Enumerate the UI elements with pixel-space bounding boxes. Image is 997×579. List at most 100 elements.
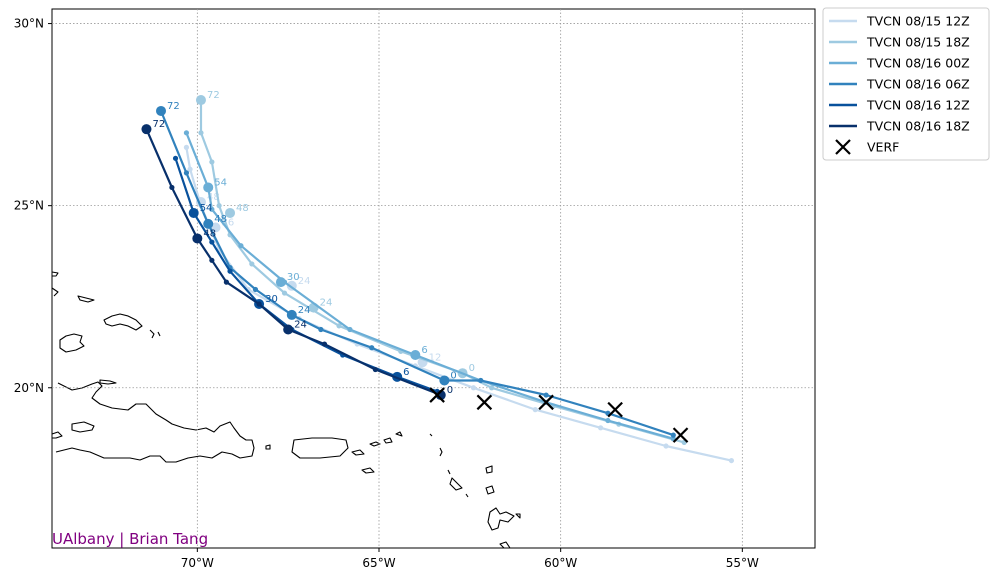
track-3: 0 24 48 72 [156,101,676,438]
track-point-1-12 [198,130,204,136]
track-marker-3-1 [286,309,297,320]
nevis [447,469,451,475]
guadeloupe [487,507,515,531]
tick-label-lon-2: 60°W [544,556,577,570]
cay-1 [149,329,155,339]
map-frame [51,8,816,549]
legend-label-2: TVCN 08/16 00Z [866,56,970,71]
hispaniola-coastline [55,381,255,463]
track-hour-label-0-2: 36 [222,218,235,229]
track-point-5-6 [209,257,215,263]
track-point-2-7 [238,243,244,249]
st-martin [439,447,443,457]
map-axes [51,8,816,549]
track-point-1-11 [209,159,215,165]
track-line-5 [145,128,442,397]
track-5: 0 24 48 72 [141,119,453,401]
track-hour-label-4-2: 54 [200,203,213,214]
track-marker-2-1 [275,277,286,288]
track-marker-5-1 [283,324,294,335]
bahamas-1 [77,295,95,303]
barbuda [485,465,493,474]
track-point-4-8 [172,155,179,161]
legend-label-0: TVCN 08/15 12Z [866,14,970,29]
track-marker-3-2 [203,218,214,229]
montserrat [465,493,469,498]
track-hour-label-4-1: 30 [265,294,278,305]
legend-entry-4: TVCN 08/16 12Z [829,98,970,113]
track-point-3-0 [670,432,676,438]
track-hour-label-1-1: 24 [320,298,333,309]
track-hour-label-3-1: 24 [298,305,311,316]
track-point-5-8 [169,184,175,191]
track-point-2-10 [183,130,190,136]
legend-swatch-b-6 [835,139,851,155]
track-point-4-5 [227,268,233,274]
gridlines [52,9,815,548]
verf-marker-0 [429,387,445,403]
tick-label-lat-0: 20°N [14,381,44,395]
gonave-island [71,421,95,433]
verification-markers [429,387,689,443]
bahamas-3 [51,271,59,277]
track-hour-label-2-0: 6 [421,345,427,356]
track-hour-label-1-0: 0 [469,363,475,374]
track-point-3-8 [252,286,259,293]
verf-marker-4 [672,427,689,443]
track-point-4-6 [209,239,215,245]
tick-label-lat-1: 25°N [14,199,44,213]
track-point-0-11 [187,166,193,172]
legend-label-3: TVCN 08/16 06Z [866,77,970,92]
track-hour-label-0-0: 12 [429,352,442,363]
legend-entry-3: TVCN 08/16 06Z [829,77,970,92]
caicos-north [103,313,143,331]
verf-marker-3 [607,401,623,418]
track-point-3-2 [543,392,549,398]
legend: TVCN 08/15 12Z TVCN 08/15 18Z TVCN 08/16 0… [822,7,990,161]
virgin-islands-2 [383,437,393,444]
mona-island [265,444,271,450]
verf-stroke-b-1 [476,394,493,411]
legend-entry-5: TVCN 08/16 18Z [829,119,970,134]
track-hour-label-5-2: 48 [203,228,216,239]
track-1: 0 24 48 72 [195,90,687,445]
legend-entry-6: VERF [835,139,899,155]
track-hour-label-0-1: 24 [298,276,311,287]
track-hour-label-5-0: 0 [447,385,453,396]
track-hour-label-0-3: 48 [207,192,220,203]
track-hour-label-2-1: 30 [287,272,300,283]
track-point-0-1 [663,443,669,449]
track-point-2-5 [347,326,353,333]
verf-marker-2 [538,394,554,411]
track-marker-2-2 [203,182,214,193]
track-marker-4-2 [188,207,199,218]
legend-entry-0: TVCN 08/15 12Z [829,14,970,29]
turks-caicos [59,333,85,353]
legend-entry-1: TVCN 08/15 18Z [829,35,970,50]
track-point-1-8 [249,261,255,267]
tick-label-lat-2: 30°N [14,17,44,31]
verf-stroke-b-0 [429,387,445,403]
verf-stroke-b-2 [538,394,554,411]
tick-label-lon-1: 65°W [362,556,395,570]
legend-entry-2: TVCN 08/16 00Z [829,56,970,71]
track-point-1-3 [489,385,495,391]
legend-label-1: TVCN 08/15 18Z [866,35,970,50]
antigua [485,485,495,495]
bahamas-2 [51,287,59,297]
track-hour-label-2-2: 54 [214,177,227,188]
verf-stroke-b-3 [607,401,623,418]
axis-ticks: 70°W 65°W 60°W 55°W 20°N 25°N 30°N [14,17,759,570]
track-hour-label-5-3: 72 [152,119,165,130]
track-marker-2-0 [410,349,421,360]
anguilla [429,433,433,437]
tick-label-lon-3: 55°W [726,556,759,570]
track-marker-5-3 [141,124,152,135]
track-point-0-2 [598,425,604,431]
legend-label-4: TVCN 08/16 12Z [866,98,970,113]
track-point-0-12 [183,144,190,150]
track-hour-label-3-0: 0 [450,370,456,381]
track-hour-label-1-3: 72 [207,90,220,101]
legend-label-5: TVCN 08/16 18Z [866,119,970,134]
verf-stroke-b-4 [672,427,689,443]
